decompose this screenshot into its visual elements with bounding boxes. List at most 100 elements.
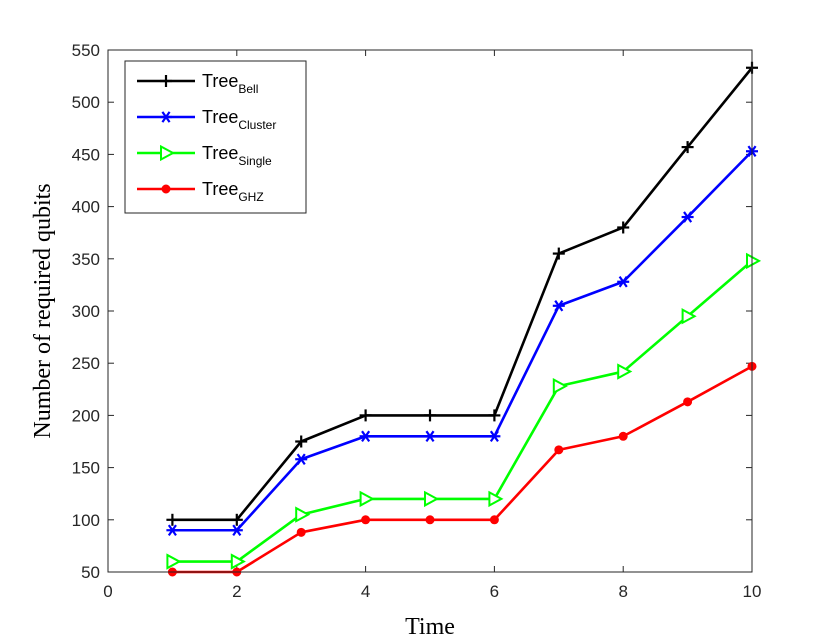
series-lines	[172, 66, 754, 574]
legend-marker-ghz	[161, 184, 171, 194]
data-point-bell	[488, 409, 501, 422]
series-line-bell	[172, 66, 754, 522]
data-point-single	[746, 252, 762, 270]
legend-label-bell: TreeBell	[202, 71, 258, 96]
data-point-bell	[681, 141, 694, 154]
data-point-bell	[617, 221, 630, 234]
y-tick-label: 550	[72, 41, 100, 60]
legend-box	[124, 60, 307, 214]
x-axis-label: Time	[405, 614, 455, 640]
data-point-cluster	[488, 430, 501, 443]
y-tick-label: 200	[72, 406, 100, 425]
dot-marker	[425, 515, 435, 525]
data-point-bell	[359, 409, 372, 422]
dot-marker	[161, 184, 171, 194]
asterisk-marker-d2	[554, 300, 564, 312]
asterisk-marker-d2	[683, 211, 693, 223]
dot-marker	[683, 397, 693, 407]
data-point-cluster	[295, 453, 308, 465]
legend-label-ghz: TreeGHZ	[202, 179, 264, 204]
data-point-bell	[295, 435, 308, 448]
data-point-ghz	[554, 445, 564, 455]
asterisk-marker-d2	[425, 430, 435, 443]
data-point-single	[552, 377, 568, 395]
asterisk-marker-d2	[489, 430, 499, 443]
data-point-single	[681, 308, 697, 325]
legend-marker-bell	[160, 75, 172, 87]
data-point-single	[488, 490, 504, 508]
legend-marker-single	[160, 144, 176, 162]
data-point-cluster	[359, 430, 372, 443]
asterisk-marker-d2	[232, 524, 242, 536]
dot-marker	[296, 527, 306, 537]
data-point-cluster	[166, 524, 179, 536]
triangle-marker	[160, 144, 176, 162]
legend-label-single: TreeSingle	[202, 143, 272, 168]
legend-label-subscript: Bell	[238, 82, 258, 96]
data-point-single	[359, 490, 375, 508]
triangle-marker	[552, 377, 568, 395]
dot-marker	[618, 431, 628, 441]
data-point-cluster	[681, 211, 694, 223]
legend-label-subscript: Cluster	[238, 118, 276, 132]
asterisk-marker-d2	[167, 524, 177, 536]
asterisk-marker-d2	[618, 276, 628, 288]
x-tick-label: 8	[618, 582, 627, 601]
series-line-cluster	[172, 150, 753, 532]
x-tick-label: 6	[490, 582, 499, 601]
data-point-bell	[424, 409, 436, 422]
data-point-ghz	[361, 515, 371, 525]
legend-marker-cluster	[160, 111, 172, 123]
data-point-ghz	[489, 515, 499, 525]
x-tick-label: 4	[361, 582, 370, 601]
data-point-cluster	[424, 430, 436, 443]
dot-marker	[489, 515, 499, 525]
series-line-single	[172, 259, 753, 563]
dot-marker	[361, 515, 371, 525]
data-point-cluster	[617, 276, 630, 288]
data-point-ghz	[296, 527, 306, 537]
legend-label-cluster: TreeCluster	[202, 107, 276, 132]
legend-label-main: Tree	[202, 179, 238, 199]
data-point-bell	[230, 513, 243, 526]
x-tick-label: 10	[743, 582, 762, 601]
data-point-single	[424, 490, 440, 508]
legend-label-subscript: GHZ	[238, 190, 263, 204]
y-tick-label: 450	[72, 145, 100, 164]
y-tick-label: 300	[72, 302, 100, 321]
y-tick-label: 250	[72, 354, 100, 373]
legend-label-subscript: Single	[238, 154, 272, 168]
legend-label-main: Tree	[202, 107, 238, 127]
triangle-marker	[424, 490, 440, 508]
data-point-ghz	[618, 431, 628, 441]
y-tick-label: 500	[72, 93, 100, 112]
series-line-ghz	[172, 365, 753, 574]
x-tick-label: 2	[232, 582, 241, 601]
y-tick-label: 50	[81, 563, 100, 582]
dot-marker	[554, 445, 564, 455]
data-point-bell	[552, 247, 565, 260]
asterisk-marker-d2	[361, 430, 371, 443]
plot-frame	[107, 49, 753, 573]
x-tick-label: 0	[103, 582, 112, 601]
y-axis-label: Number of required qubits	[30, 183, 56, 438]
triangle-marker	[230, 553, 246, 570]
triangle-marker	[488, 490, 504, 508]
data-point-single	[166, 553, 182, 570]
asterisk-marker-d2	[296, 453, 306, 465]
tick-labels: 0 2 4 6 8 10 50 100 150 200 250 300 350 400 450 500 550	[72, 41, 762, 601]
data-point-ghz	[425, 515, 435, 525]
data-point-cluster	[230, 524, 243, 536]
triangle-marker	[681, 308, 697, 325]
asterisk-marker-d2	[161, 111, 171, 123]
triangle-marker	[746, 252, 762, 270]
triangle-marker	[166, 553, 182, 570]
data-point-single	[230, 553, 246, 570]
data-point-bell	[166, 513, 179, 526]
data-point-single	[295, 506, 311, 523]
triangle-marker	[617, 363, 633, 380]
y-tick-label: 350	[72, 250, 100, 269]
legend-label-main: Tree	[202, 71, 238, 91]
